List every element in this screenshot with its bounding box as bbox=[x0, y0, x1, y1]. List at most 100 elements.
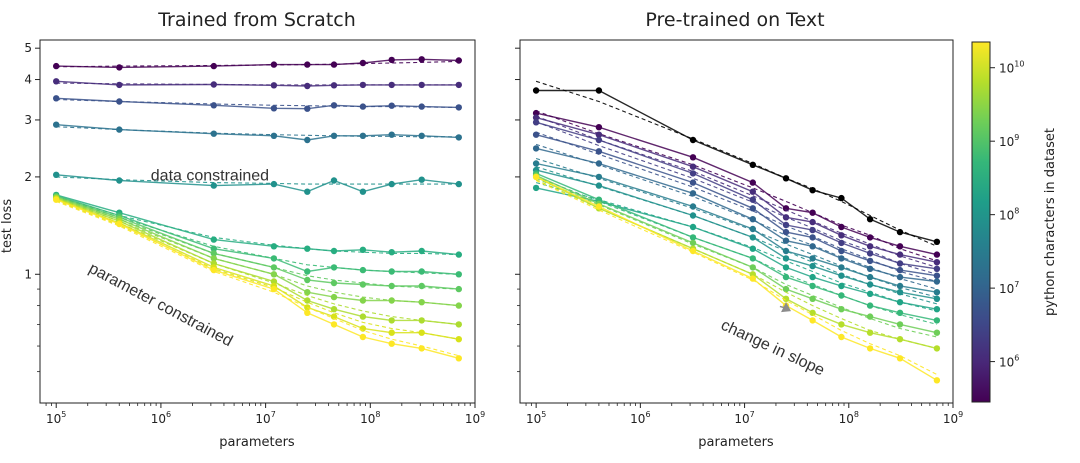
right-data-point bbox=[933, 306, 941, 313]
left-data-point bbox=[455, 251, 462, 258]
right-data-point bbox=[782, 247, 790, 255]
y-axis-label: test loss bbox=[0, 199, 15, 253]
right-data-point bbox=[749, 179, 756, 186]
right-data-point bbox=[809, 262, 816, 270]
right-data-point bbox=[866, 265, 874, 272]
left-data-point bbox=[304, 61, 311, 68]
right-plot-area: 105 106 107 108 109 change in slope bbox=[515, 47, 963, 426]
right-data-point bbox=[838, 333, 845, 341]
left-data-point bbox=[304, 276, 311, 284]
left-series-line bbox=[56, 124, 459, 141]
colorbar-tick-label: 106 bbox=[999, 354, 1019, 370]
left-data-point bbox=[418, 329, 425, 336]
right-x-tick-label: 108 bbox=[839, 410, 859, 426]
right-data-point bbox=[896, 243, 904, 250]
right-data-point bbox=[866, 257, 874, 265]
left-data-point bbox=[210, 245, 217, 252]
right-data-point bbox=[782, 295, 790, 302]
right-data-point bbox=[532, 119, 540, 126]
right-data-point bbox=[749, 188, 756, 195]
left-panel-title: Trained from Scratch bbox=[157, 9, 356, 31]
left-fit-line bbox=[56, 126, 459, 138]
left-x-tick-label: 109 bbox=[465, 410, 485, 426]
left-data-point bbox=[330, 102, 338, 109]
left-data-point bbox=[418, 103, 425, 110]
right-series-line bbox=[535, 162, 938, 293]
right-data-point bbox=[749, 205, 756, 212]
left-data-point bbox=[418, 56, 425, 63]
right-data-point bbox=[838, 247, 845, 255]
right-series-line bbox=[535, 169, 938, 300]
left-data-point bbox=[270, 285, 278, 293]
right-data-point bbox=[595, 136, 603, 144]
right-data-point bbox=[749, 264, 756, 271]
right-data-point bbox=[809, 273, 816, 281]
right-data-point bbox=[749, 161, 756, 168]
right-series-line bbox=[535, 172, 938, 322]
left-data-point bbox=[210, 62, 217, 70]
left-data-point bbox=[388, 268, 395, 275]
right-data-point bbox=[809, 243, 816, 250]
right-series-line bbox=[536, 89, 938, 243]
left-data-point bbox=[270, 255, 278, 262]
left-data-point bbox=[210, 255, 217, 262]
right-data-point bbox=[896, 266, 904, 274]
right-data-point bbox=[838, 272, 845, 279]
left-data-point bbox=[330, 321, 338, 328]
right-data-point bbox=[782, 285, 790, 293]
right-fit-line bbox=[535, 176, 938, 325]
right-data-point bbox=[866, 234, 874, 241]
left-data-point bbox=[210, 81, 217, 88]
left-data-point bbox=[388, 340, 395, 347]
right-data-point bbox=[809, 317, 816, 324]
right-data-point bbox=[896, 309, 904, 316]
left-data-point bbox=[330, 279, 338, 287]
right-data-point bbox=[749, 275, 756, 282]
left-x-axis-label: parameters bbox=[219, 435, 295, 450]
left-data-point bbox=[304, 268, 311, 275]
right-data-point bbox=[689, 223, 697, 231]
colorbar-ticks: 106 107 108 109 1010 bbox=[990, 60, 1024, 370]
left-series-line bbox=[55, 199, 459, 359]
right-data-point bbox=[749, 255, 756, 262]
right-data-point bbox=[838, 292, 845, 299]
left-data-point bbox=[304, 136, 311, 144]
left-data-point bbox=[388, 81, 395, 89]
left-data-point bbox=[53, 121, 60, 128]
left-data-point bbox=[270, 264, 278, 271]
left-data-point bbox=[210, 250, 217, 257]
right-data-point bbox=[749, 196, 756, 203]
left-panel: Trained from Scratch 105 106 107 108 109 1 2 3 4… bbox=[0, 9, 485, 450]
left-data-point bbox=[359, 81, 367, 89]
left-annotation: parameter constrained bbox=[86, 260, 235, 350]
left-data-point bbox=[455, 355, 462, 362]
left-data-point bbox=[455, 180, 462, 188]
left-data-point bbox=[388, 282, 395, 290]
right-data-point bbox=[809, 187, 816, 194]
left-fit-line bbox=[56, 197, 459, 290]
right-series-line bbox=[535, 187, 938, 310]
left-data-point bbox=[388, 329, 395, 336]
right-data-point bbox=[689, 203, 697, 210]
left-data-point bbox=[359, 132, 367, 139]
right-data-point bbox=[933, 251, 941, 258]
left-series-line bbox=[55, 198, 459, 340]
left-series-line bbox=[56, 194, 459, 256]
left-data-point bbox=[210, 130, 217, 137]
right-series-line bbox=[535, 174, 938, 334]
right-fit-line bbox=[535, 80, 938, 247]
left-annotation: data constrained bbox=[151, 167, 269, 184]
left-data-point bbox=[304, 297, 311, 304]
right-data-point bbox=[933, 278, 941, 285]
left-data-point bbox=[330, 247, 338, 255]
left-series-line bbox=[55, 197, 459, 326]
left-data-point bbox=[330, 177, 338, 184]
left-data-point bbox=[388, 180, 395, 188]
right-series-line bbox=[535, 134, 938, 277]
colorbar-tick-label: 108 bbox=[999, 207, 1019, 223]
left-data-point bbox=[304, 309, 311, 316]
left-data-point bbox=[270, 243, 278, 250]
right-data-point bbox=[689, 212, 697, 219]
left-data-point bbox=[210, 182, 217, 189]
left-data-point bbox=[304, 105, 311, 112]
